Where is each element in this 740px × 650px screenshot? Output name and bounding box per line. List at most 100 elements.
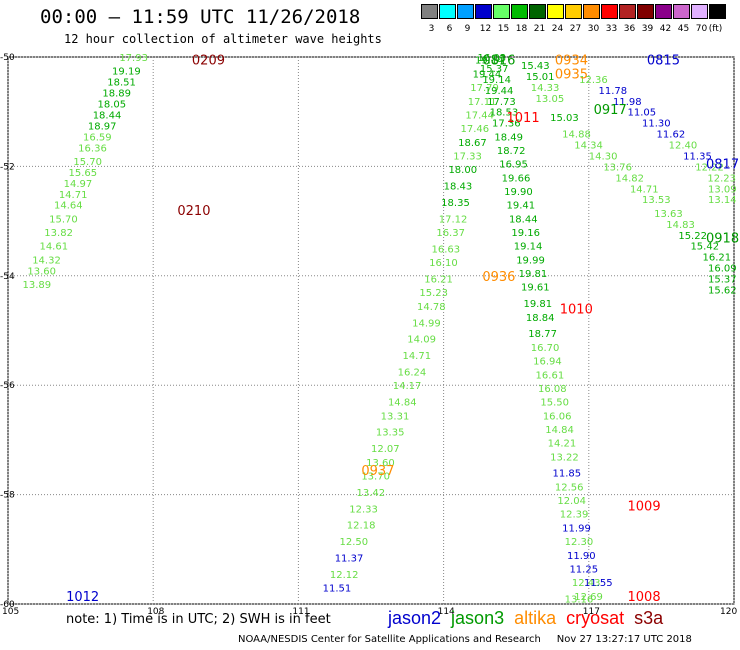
wave-height-value: 14.33 [531,83,560,94]
axis-labels: 105 108 111 114 117 120 -50 -52 -54 -56 -58 -60 [0,53,737,617]
wave-height-value: 13.70 [361,471,390,482]
pass-time-label: 0934 [555,54,588,69]
map-subtitle: 12 hour collection of altimeter wave hei… [64,32,382,46]
x-tick-label: 114 [438,607,455,617]
wave-height-value: 12.43 [572,578,601,589]
legend-swatch [493,4,510,19]
wave-height-value: 16.08 [538,384,567,395]
wave-height-value: 14.83 [666,220,695,231]
wave-height-value: 11.90 [567,551,596,562]
legend-swatch [691,4,708,19]
wave-height-value: 11.85 [553,469,582,480]
wave-height-value: 19.90 [504,187,533,198]
wave-height-value: 15.03 [550,113,579,124]
pass-time-label: 0210 [177,204,210,219]
x-tick-label: 105 [2,607,19,617]
wave-height-value: 16.06 [543,411,572,422]
wave-height-value: 12.33 [349,504,378,515]
wave-height-value: 17.44 [465,110,494,121]
wave-height-value: 18.44 [509,214,538,225]
legend-label: 30 [587,24,600,34]
wave-height-value: 14.78 [417,302,446,313]
wave-height-value: 14.34 [574,141,603,152]
wave-height-value: 19.44 [485,86,514,97]
map-title: 00:00 – 11:59 UTC 11/26/2018 [40,6,361,28]
wave-height-value: 12.39 [560,510,589,521]
wave-height-value: 16.94 [533,357,562,368]
wave-height-value: 15.22 [678,231,707,242]
legend-swatch [475,4,492,19]
wave-height-value: 16.03 [477,53,506,64]
wave-height-value: 13.60 [366,458,395,469]
x-tick-label: 117 [583,607,600,617]
wave-height-value: 18.35 [441,198,470,209]
legend-label: 70 [695,24,708,34]
wave-height-value: 18.44 [93,110,122,121]
wave-height-value: 14.17 [393,381,422,392]
wave-height-value: 19.81 [519,269,548,280]
wave-height-value: 17.11 [468,97,497,108]
pass-time-label: 0816 [482,54,515,69]
legend-label: 33 [605,24,618,34]
y-tick-label: -52 [0,162,15,172]
wave-height-value: 14.97 [64,179,93,190]
x-tick-label: 108 [147,607,164,617]
wave-height-value: 19.19 [112,67,141,78]
satellite-key: jason2 jason3 altika cryosat s3a [388,608,673,629]
pass-time-label: 0917 [594,103,627,118]
legend-label: 15 [497,24,510,34]
legend-unit: (ft) [708,24,723,34]
wave-height-value: 18.00 [448,165,477,176]
wave-height-value: 18.05 [98,99,127,110]
legend-label: 39 [641,24,654,34]
wave-height-value: 19.61 [521,283,550,294]
x-tick-label: 111 [292,607,309,617]
wave-height-value: 11.99 [562,523,591,534]
wave-height-value: 16.24 [398,368,427,379]
wave-height-value: 18.97 [88,121,117,132]
wave-height-value: 17.33 [453,151,482,162]
wave-height-value: 13.53 [642,195,671,206]
wave-height-value: 13.82 [44,228,73,239]
wave-height-value: 11.55 [584,578,613,589]
wave-height-value: 16.70 [531,343,560,354]
wave-height-value: 16.37 [436,228,465,239]
wave-height-value: 12.04 [557,496,586,507]
wave-height-value: 17.12 [439,214,468,225]
wave-height-value: 19.16 [511,228,540,239]
pass-time-label: 0817 [706,158,739,173]
wave-height-value: 14.21 [548,439,577,450]
wave-height-value: 15.65 [69,168,98,179]
wave-height-value: 11.51 [323,584,352,595]
satellite-jason2: jason2 [388,608,442,628]
wave-height-value: 18.77 [528,329,557,340]
wave-height-value: 16.10 [429,258,458,269]
footnote: note: 1) Time is in UTC; 2) SWH is in fe… [66,612,331,627]
legend-swatch [439,4,456,19]
legend-swatch [511,4,528,19]
wave-height-value: 19.99 [516,255,545,266]
wave-height-value: 19.14 [475,56,504,67]
x-tick-label: 120 [720,607,737,617]
legend-swatch [619,4,636,19]
wave-height-value: 12.30 [565,537,594,548]
wave-height-value: 13.76 [603,162,632,173]
wave-height-tracks: 17.9319.1918.5118.8918.0518.4418.9716.59… [23,53,737,606]
legend-label: 42 [659,24,672,34]
wave-height-value: 11.25 [569,564,598,575]
pass-time-label: 0209 [192,54,225,69]
wave-height-value: 16.09 [708,264,737,275]
wave-height-value: 19.14 [482,75,511,86]
wave-height-value: 18.89 [102,89,131,100]
legend-swatch [457,4,474,19]
wave-height-value: 15.62 [708,285,737,296]
pass-time-label: 0936 [482,270,515,285]
wave-height-value: 17.36 [492,119,521,130]
wave-height-value: 14.71 [59,190,88,201]
y-tick-label: -58 [0,491,15,501]
pass-time-labels: 0209 0210 1012 0816 0934 0815 0935 0917 1011 0817… [66,54,739,605]
pass-time-label: 1009 [628,500,661,515]
legend-swatch [637,4,654,19]
wave-height-value: 14.30 [589,151,618,162]
